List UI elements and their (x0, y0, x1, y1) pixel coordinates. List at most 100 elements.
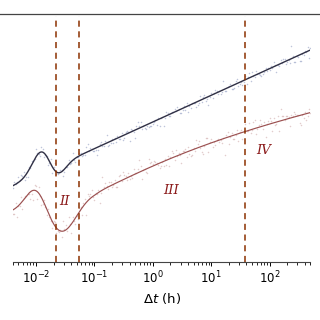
Point (160, 115, 165, 120)
Point (179, 110, 184, 116)
Point (308, 110, 313, 115)
Point (279, 60, 284, 66)
Point (27, 165, 32, 170)
Point (25, 174, 30, 179)
Point (81, 153, 86, 158)
Point (284, 113, 289, 118)
Point (237, 130, 242, 135)
Text: III: III (163, 184, 179, 197)
Point (107, 142, 112, 148)
Point (282, 56, 287, 61)
Point (56, 229, 61, 234)
Point (229, 130, 234, 135)
Point (202, 144, 207, 149)
Point (166, 164, 172, 169)
Point (183, 146, 188, 151)
Point (135, 167, 140, 172)
Point (47, 214, 52, 219)
Point (209, 137, 214, 142)
Point (304, 117, 309, 123)
Point (252, 75, 257, 80)
Point (100, 143, 105, 148)
Point (66, 214, 71, 220)
Point (25, 191, 30, 196)
Point (101, 185, 107, 190)
Point (217, 139, 222, 144)
Point (264, 68, 269, 73)
Point (78, 204, 83, 209)
Point (16, 175, 21, 180)
Point (165, 111, 170, 116)
Point (111, 141, 116, 146)
Point (226, 84, 231, 89)
Point (59, 234, 64, 239)
Point (139, 176, 144, 181)
Point (243, 122, 248, 127)
Point (290, 114, 295, 119)
Point (263, 65, 268, 70)
Point (120, 169, 125, 174)
Point (37, 193, 43, 198)
Point (278, 57, 283, 62)
Point (156, 162, 161, 167)
Point (300, 113, 305, 118)
Point (298, 122, 303, 127)
Point (92, 148, 97, 153)
Point (168, 154, 173, 159)
Point (260, 126, 265, 132)
Point (29, 158, 34, 164)
Point (191, 100, 196, 105)
Point (66, 158, 71, 163)
Point (104, 183, 109, 188)
Point (20, 206, 25, 212)
Point (52, 219, 58, 224)
Point (45, 206, 51, 212)
Point (42, 197, 47, 203)
Point (228, 135, 233, 140)
Point (171, 109, 176, 115)
Point (59, 168, 64, 173)
Point (150, 162, 155, 167)
Point (184, 100, 189, 106)
Point (105, 186, 110, 191)
Point (154, 122, 159, 127)
Point (270, 65, 275, 70)
Point (221, 78, 226, 83)
Point (233, 79, 238, 84)
Point (270, 128, 275, 133)
Point (74, 214, 79, 219)
Point (17, 204, 22, 209)
Point (62, 227, 67, 232)
Point (302, 109, 308, 114)
Point (28, 165, 33, 171)
Point (276, 129, 282, 134)
Point (126, 171, 131, 176)
Point (117, 136, 123, 141)
Point (80, 153, 85, 158)
Point (271, 116, 276, 121)
Point (127, 177, 132, 182)
Point (39, 145, 44, 150)
Point (222, 152, 227, 157)
Point (240, 82, 245, 87)
Point (67, 221, 72, 226)
Point (123, 129, 128, 134)
Point (39, 203, 44, 208)
Point (107, 180, 112, 185)
Point (81, 200, 86, 205)
Point (238, 128, 244, 133)
Point (100, 174, 105, 179)
Point (149, 123, 154, 128)
Point (221, 135, 226, 140)
Point (84, 145, 89, 150)
Point (292, 110, 297, 115)
Point (281, 113, 286, 118)
Point (244, 81, 249, 86)
Point (180, 108, 185, 113)
Point (13, 201, 18, 206)
Point (22, 193, 28, 198)
Point (164, 162, 169, 167)
Point (258, 118, 263, 123)
Point (198, 94, 203, 99)
Point (253, 69, 259, 74)
